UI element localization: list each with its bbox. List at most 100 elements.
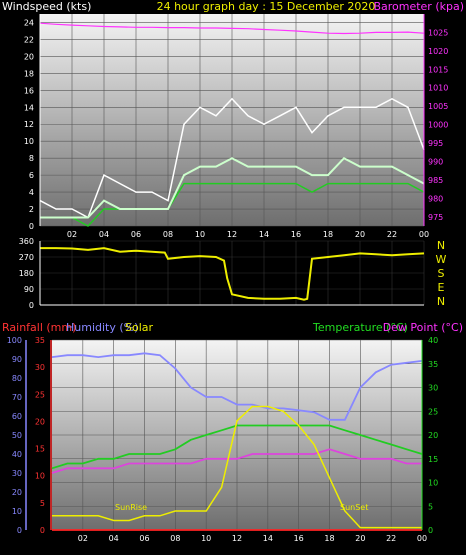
humidity-y-tick: 20	[12, 488, 22, 497]
temp-y-tick: 15	[428, 455, 438, 464]
compass-label: N	[437, 295, 445, 308]
rainfall-header: Rainfall (mm)	[2, 321, 76, 334]
rain-y-tick: 5	[40, 499, 45, 508]
barometer-y-tick: 980	[428, 194, 443, 203]
solar-header: Solar	[125, 321, 154, 334]
wind-y-tick: 10	[24, 137, 34, 146]
wind-x-tick: 10	[195, 230, 205, 239]
temp-y-tick: 30	[428, 384, 438, 393]
humidity-y-tick: 50	[12, 431, 22, 440]
humidity-header: Humidity (%)	[66, 321, 138, 334]
direction-y-tick: 270	[19, 253, 34, 262]
rain-y-tick: 35	[35, 336, 45, 345]
temp-x-tick: 20	[355, 534, 365, 543]
rain-y-tick: 30	[35, 363, 45, 372]
wind-x-tick: 22	[387, 230, 397, 239]
barometer-y-tick: 1015	[428, 65, 448, 74]
wind-x-tick: 04	[99, 230, 109, 239]
compass-label: W	[436, 253, 447, 266]
humidity-y-tick: 80	[12, 374, 22, 383]
wind-y-tick: 24	[24, 18, 34, 27]
temp-x-tick: 16	[294, 534, 304, 543]
wind-x-tick: 16	[291, 230, 301, 239]
barometer-y-tick: 1005	[428, 102, 448, 111]
humidity-y-tick: 70	[12, 393, 22, 402]
barometer-y-tick: 1025	[428, 28, 448, 37]
direction-y-tick: 360	[19, 237, 34, 246]
direction-y-tick: 90	[24, 285, 34, 294]
temp-x-tick: 00	[417, 534, 427, 543]
wind-x-tick: 06	[131, 230, 141, 239]
wind-x-tick: 02	[67, 230, 77, 239]
wind-x-tick: 20	[355, 230, 365, 239]
temp-axes: 02 04 06 08 10 12 14 16 18 20 22 000510152025303540…	[7, 336, 438, 543]
temp-line-temperature	[51, 424, 423, 470]
temp-x-tick: 06	[139, 534, 149, 543]
temp-y-tick: 5	[428, 502, 433, 511]
wind-y-tick: 22	[24, 35, 34, 44]
wind-line-average-speed	[40, 156, 425, 219]
wind-y-tick: 6	[29, 171, 34, 180]
temp-x-tick: 04	[109, 534, 119, 543]
wind-y-tick: 16	[24, 86, 34, 95]
humidity-y-tick: 10	[12, 507, 22, 516]
wind-y-tick: 4	[29, 188, 34, 197]
barometer-header: Barometer (kpa)	[373, 0, 464, 13]
wind-y-tick: 0	[29, 222, 34, 231]
wind-y-tick: 2	[29, 205, 34, 214]
compass-label: N	[437, 239, 445, 252]
rain-y-tick: 0	[40, 526, 45, 535]
humidity-y-tick: 90	[12, 355, 22, 364]
barometer-y-tick: 990	[428, 157, 443, 166]
windspeed-header: Windspeed (kts)	[2, 0, 91, 13]
temp-x-tick: 08	[170, 534, 180, 543]
temp-x-tick: 12	[232, 534, 242, 543]
temp-line-dew-point	[51, 448, 422, 474]
wind-y-tick: 18	[24, 69, 34, 78]
wind-series	[39, 22, 425, 227]
barometer-y-tick: 1010	[428, 84, 448, 93]
temp-x-tick: 22	[386, 534, 396, 543]
temp-x-tick: 14	[263, 534, 273, 543]
temp-x-tick: 10	[201, 534, 211, 543]
wind-x-tick: 00	[419, 230, 429, 239]
rain-y-tick: 10	[35, 472, 45, 481]
temp-y-tick: 10	[428, 479, 438, 488]
temp-y-tick: 25	[428, 407, 438, 416]
dewpoint-header: Dew Point (°C)	[383, 321, 463, 334]
sunset-label: SunSet	[340, 503, 368, 512]
barometer-y-tick: 1000	[428, 121, 448, 130]
compass-label: E	[438, 281, 445, 294]
humidity-y-tick: 40	[12, 450, 22, 459]
sunrise-label: SunRise	[115, 503, 147, 512]
wind-x-tick: 14	[259, 230, 269, 239]
wind-y-tick: 8	[29, 154, 34, 163]
temp-series	[51, 352, 423, 531]
wind-line-barometer	[39, 22, 425, 35]
compass-label: S	[438, 267, 445, 280]
wind-y-tick: 20	[24, 52, 34, 61]
rain-y-tick: 15	[35, 445, 45, 454]
temp-y-tick: 35	[428, 360, 438, 369]
wind-axes: 02 04 06 08 10 12 14 16 18 20 22 000246810121416182…	[24, 14, 448, 239]
humidity-y-tick: 30	[12, 469, 22, 478]
wind-line-wind-gust	[39, 97, 425, 219]
direction-axes: 0 90 180 270 360	[19, 237, 424, 310]
wind-y-tick: 14	[24, 103, 34, 112]
temp-y-tick: 40	[428, 336, 438, 345]
chart-title: 24 hour graph day : 15 December 2020	[157, 0, 376, 13]
rain-y-tick: 25	[35, 390, 45, 399]
temp-y-tick: 20	[428, 431, 438, 440]
temp-line-humidity	[51, 352, 423, 421]
barometer-y-tick: 1020	[428, 47, 448, 56]
direction-y-tick: 180	[19, 269, 34, 278]
temp-x-tick: 02	[78, 534, 88, 543]
temp-y-tick: 0	[428, 526, 433, 535]
temp-x-tick: 18	[324, 534, 334, 543]
barometer-y-tick: 985	[428, 176, 443, 185]
humidity-y-tick: 100	[7, 336, 22, 345]
temp-line-solar	[52, 405, 422, 529]
humidity-y-tick: 60	[12, 412, 22, 421]
